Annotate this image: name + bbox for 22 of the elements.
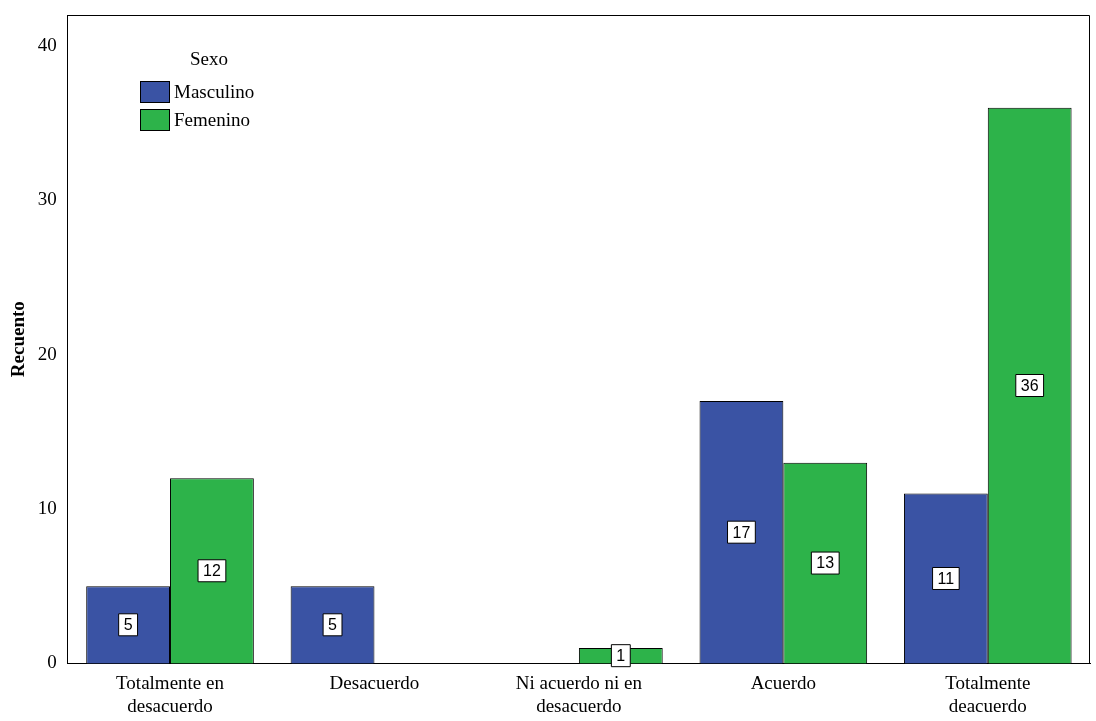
- data-label: 12: [203, 562, 221, 580]
- x-tick-label: Totalmente en desacuerdo: [116, 671, 225, 716]
- x-tick-label: Ni acuerdo ni en desacuerdo: [515, 671, 643, 716]
- y-tick-label: 20: [37, 342, 57, 364]
- y-tick-label: 30: [37, 188, 57, 210]
- legend-label: Masculino: [174, 81, 255, 103]
- data-label: 5: [123, 616, 133, 634]
- data-label: 13: [816, 554, 835, 572]
- x-tick-label: Totalmente deacuerdo: [945, 671, 1031, 716]
- y-tick-label: 0: [47, 651, 57, 673]
- y-tick-label: 40: [37, 33, 57, 55]
- data-label: 5: [328, 616, 338, 634]
- legend-title: Sexo: [190, 48, 229, 70]
- data-label: 17: [732, 523, 751, 541]
- y-tick-label: 10: [37, 497, 57, 518]
- data-label: 11: [937, 569, 955, 587]
- data-label: 1: [616, 647, 626, 665]
- data-label: 36: [1020, 376, 1039, 394]
- x-tick-label: Desacuerdo: [329, 671, 420, 693]
- legend-label: Femenino: [174, 109, 250, 131]
- y-axis-title: Recuento: [7, 301, 29, 378]
- x-tick-label: Acuerdo: [750, 671, 817, 693]
